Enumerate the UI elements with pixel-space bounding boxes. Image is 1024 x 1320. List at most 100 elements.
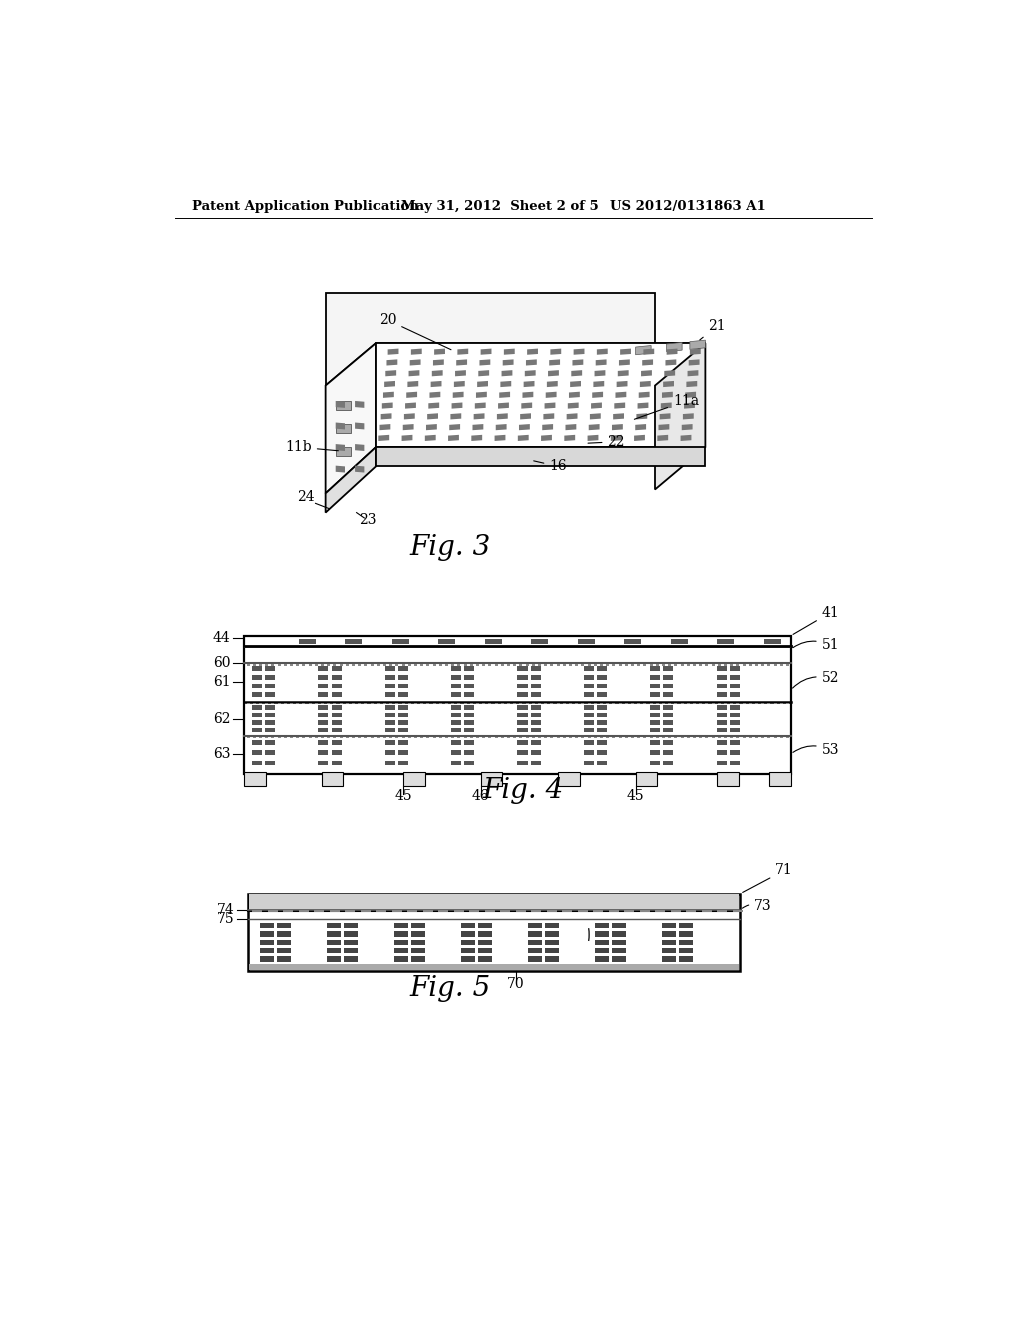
Bar — [464, 675, 474, 680]
Bar — [597, 760, 607, 766]
Polygon shape — [498, 403, 509, 409]
Bar — [482, 737, 485, 738]
Bar — [432, 737, 435, 738]
Bar — [717, 684, 727, 688]
Polygon shape — [564, 434, 575, 441]
Polygon shape — [449, 434, 459, 441]
Bar — [318, 684, 329, 688]
Bar — [761, 664, 764, 665]
Polygon shape — [495, 434, 506, 441]
Bar — [687, 702, 690, 705]
Text: 71: 71 — [742, 863, 793, 892]
Bar — [321, 737, 324, 738]
Bar — [600, 664, 603, 665]
Bar — [681, 737, 684, 738]
Bar — [332, 684, 342, 688]
Bar — [476, 737, 479, 738]
Bar — [314, 909, 324, 912]
Bar — [318, 675, 329, 680]
Bar — [265, 693, 275, 697]
Bar — [597, 684, 607, 688]
Bar — [265, 684, 275, 688]
Bar — [393, 948, 408, 953]
Bar — [525, 664, 528, 665]
Polygon shape — [524, 370, 536, 376]
Polygon shape — [544, 413, 554, 420]
Bar — [332, 721, 342, 725]
Bar — [271, 737, 274, 738]
Bar — [452, 741, 461, 744]
Bar — [693, 664, 696, 665]
Polygon shape — [383, 392, 394, 397]
Bar — [664, 693, 674, 697]
Bar — [385, 705, 395, 710]
Bar — [531, 737, 535, 738]
Bar — [360, 909, 371, 912]
Bar — [755, 737, 758, 738]
Bar — [452, 727, 461, 733]
Polygon shape — [403, 413, 415, 420]
Bar — [358, 664, 361, 665]
Text: 41: 41 — [793, 606, 840, 635]
Bar — [662, 940, 676, 945]
Bar — [395, 702, 398, 705]
Bar — [530, 713, 541, 717]
Bar — [547, 909, 557, 912]
Bar — [631, 737, 634, 738]
Bar — [452, 684, 461, 688]
Bar — [290, 702, 293, 705]
Bar — [393, 923, 408, 928]
Bar — [730, 705, 739, 710]
Bar — [597, 750, 607, 755]
Bar — [662, 932, 676, 937]
Bar — [401, 702, 404, 705]
Bar — [318, 705, 329, 710]
Bar — [767, 664, 770, 665]
Bar — [484, 639, 502, 644]
Polygon shape — [497, 413, 508, 420]
Bar — [299, 639, 315, 644]
Bar — [563, 702, 566, 705]
Bar — [530, 721, 541, 725]
Bar — [655, 909, 665, 912]
Bar — [276, 940, 291, 945]
Bar — [593, 909, 603, 912]
Bar — [631, 702, 634, 705]
Bar — [507, 737, 510, 738]
Bar — [575, 664, 579, 665]
Polygon shape — [451, 413, 461, 420]
Polygon shape — [612, 424, 623, 430]
Bar — [328, 664, 331, 665]
Polygon shape — [550, 348, 561, 355]
Bar — [265, 727, 275, 733]
Bar — [584, 721, 594, 725]
Bar — [717, 750, 727, 755]
Polygon shape — [336, 447, 351, 457]
Bar — [385, 667, 395, 671]
Polygon shape — [429, 392, 440, 397]
Bar — [252, 750, 262, 755]
Bar — [584, 693, 594, 697]
Polygon shape — [636, 413, 647, 420]
Bar — [278, 664, 281, 665]
Bar — [276, 932, 291, 937]
Text: 21: 21 — [699, 319, 726, 341]
Bar — [606, 737, 609, 738]
Polygon shape — [520, 413, 531, 420]
Bar — [693, 737, 696, 738]
Bar — [334, 737, 337, 738]
Bar — [438, 737, 442, 738]
Polygon shape — [471, 434, 482, 441]
Bar — [252, 760, 262, 766]
Bar — [458, 737, 461, 738]
Bar — [786, 702, 790, 705]
Bar — [371, 737, 374, 738]
Bar — [321, 664, 324, 665]
Bar — [296, 737, 299, 738]
Bar — [259, 664, 262, 665]
Bar — [544, 702, 547, 705]
Bar — [398, 675, 408, 680]
Bar — [527, 932, 542, 937]
Bar — [252, 727, 262, 733]
Bar — [302, 664, 305, 665]
